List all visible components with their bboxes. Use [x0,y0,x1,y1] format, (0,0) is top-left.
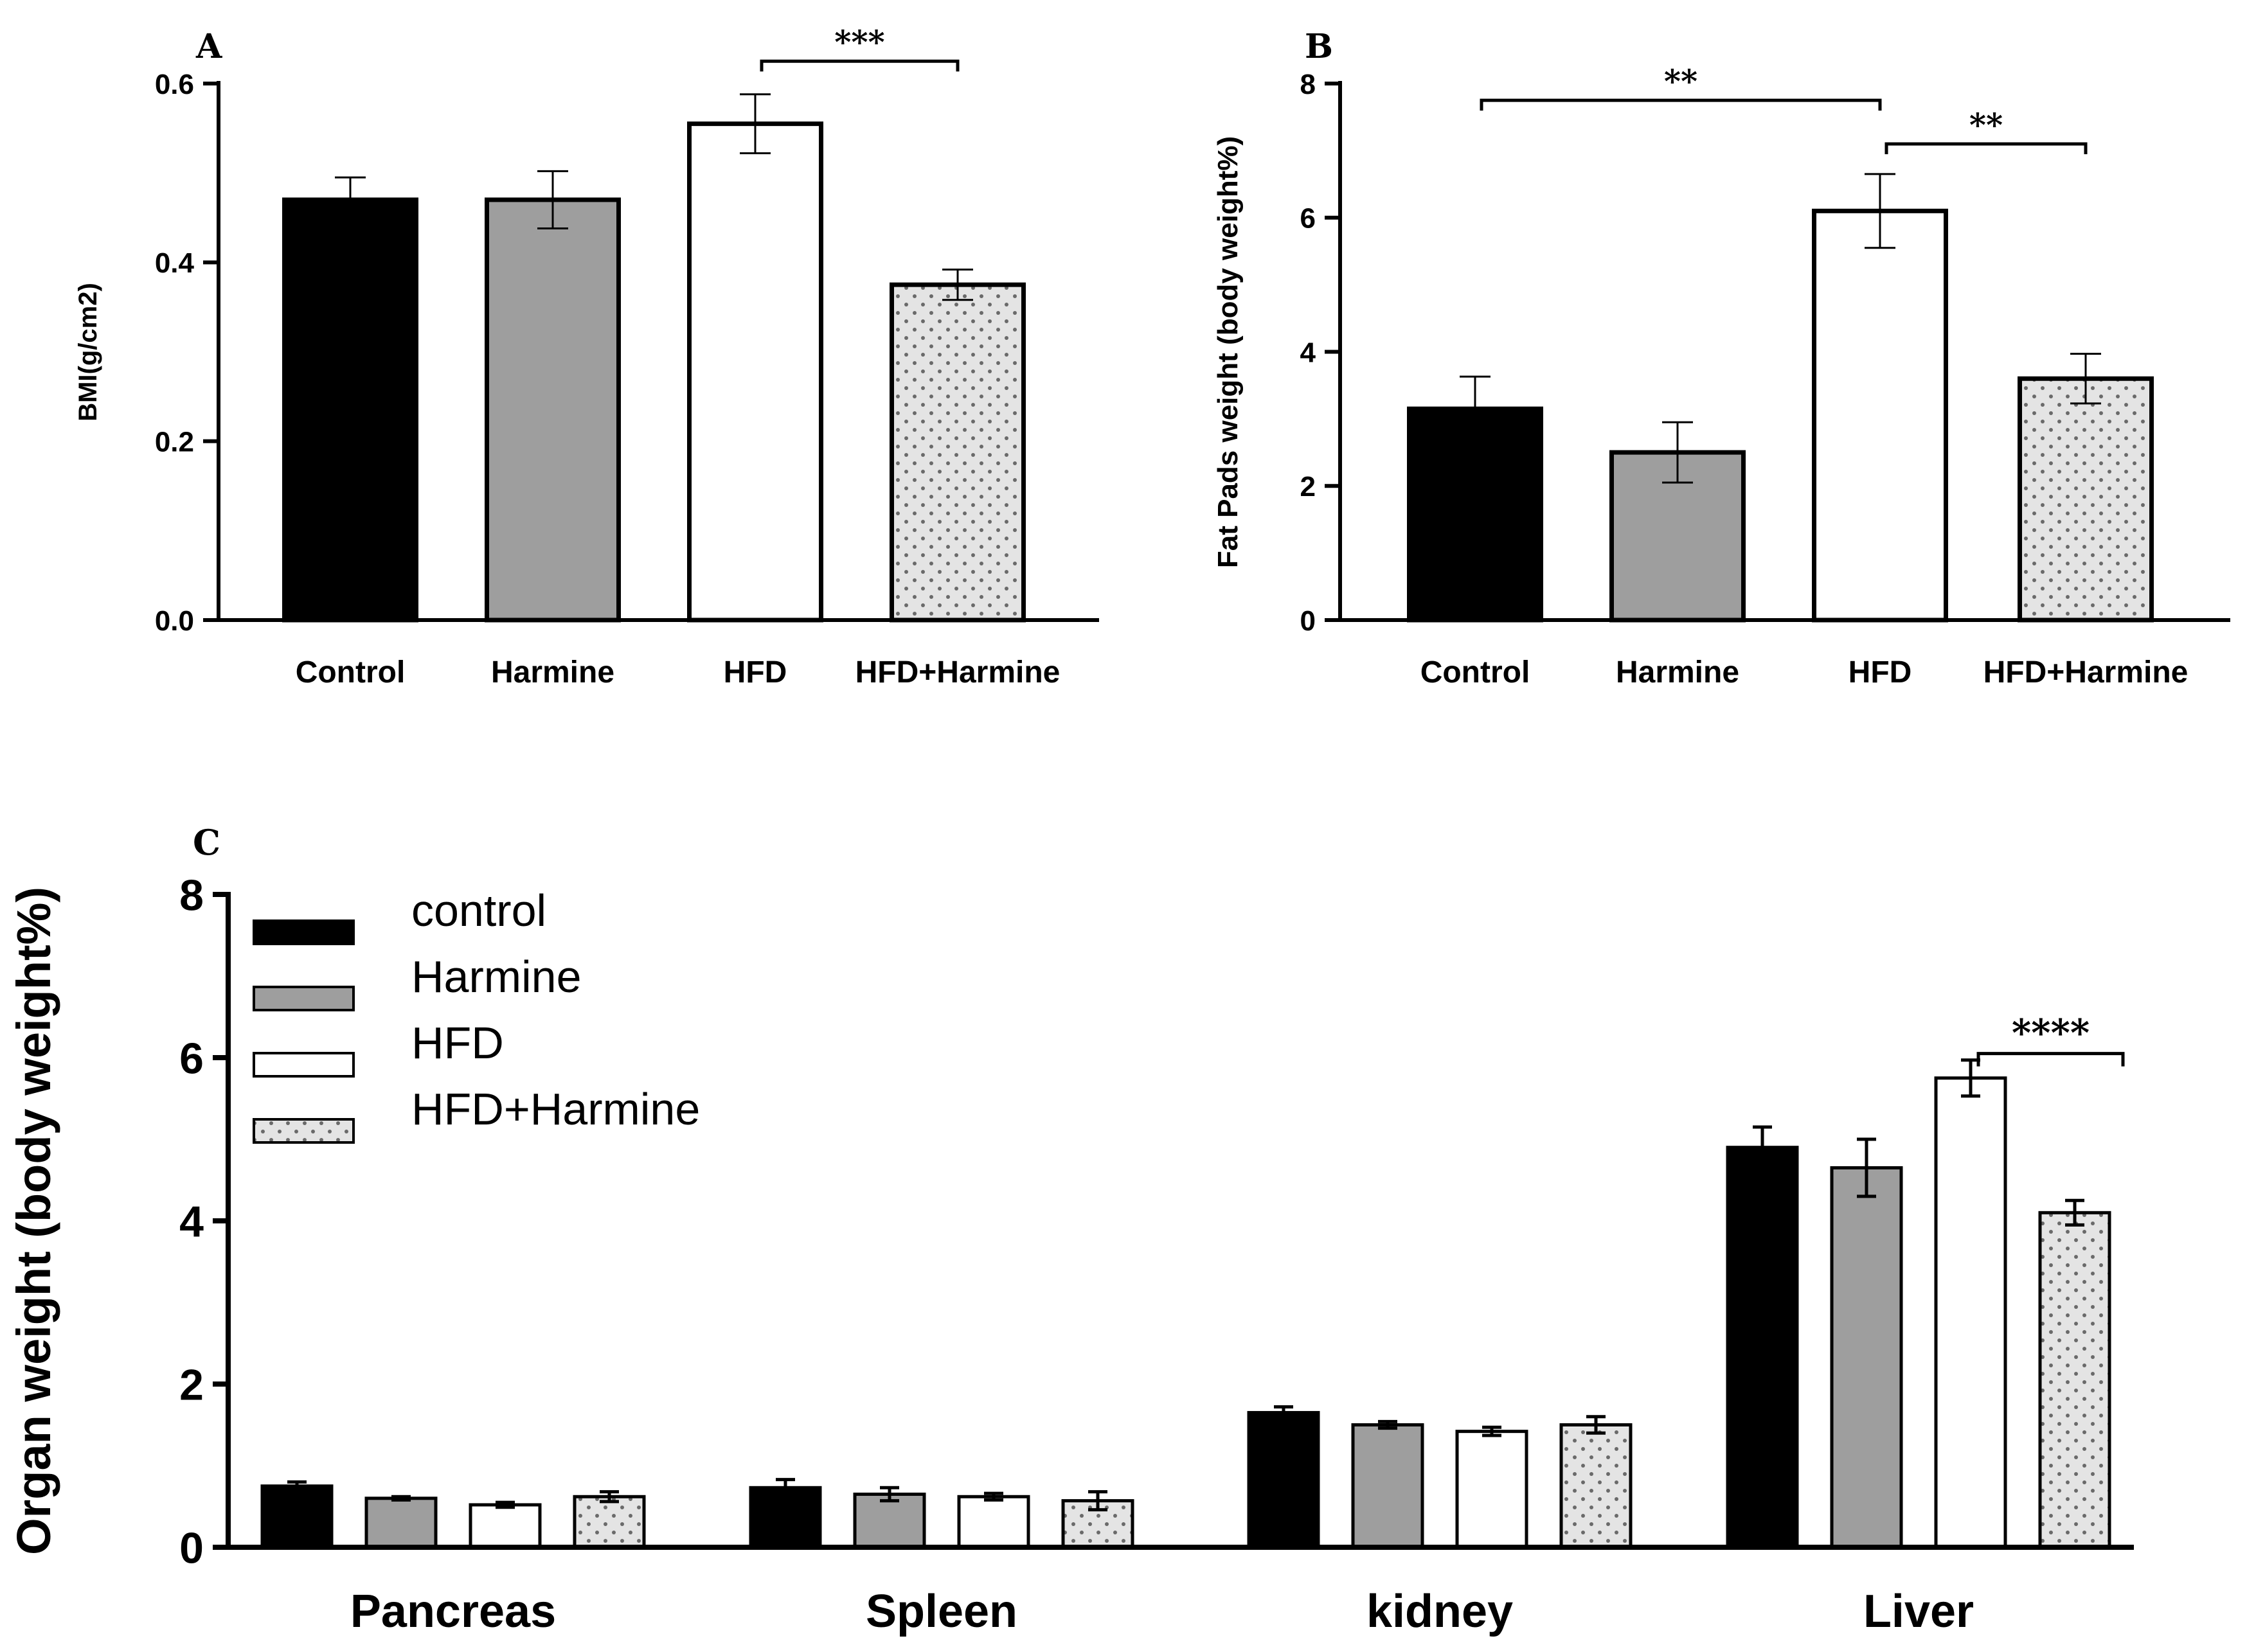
bar-control-spleen [749,1486,822,1549]
bar-control-liver [1726,1146,1799,1549]
x-category-label: Pancreas [350,1586,556,1637]
legend-label-control: control [411,885,546,936]
panel-a-chart: Control Harmine HFD HFD+Harmine 0.0 0.2 0.4 0.6… [74,23,1099,689]
bar-harmine-kidney [1351,1423,1424,1549]
legend-label-hfd: HFD [411,1018,504,1068]
y-tick-label: 8 [179,871,204,919]
significance-bracket [1884,142,2088,154]
x-category-label: HFD [1849,655,1912,689]
bar-harmine-pancreas [364,1497,438,1549]
significance-label: *** [834,23,884,61]
y-tick-label: 0.2 [155,427,194,458]
y-tick-label: 0 [179,1523,204,1572]
bar-hfd-pancreas [469,1503,542,1549]
legend-swatch-hfd-harmine [253,1118,355,1144]
panel-c-chart: Pancreas Spleen kidney Liver 0 2 4 6 8 Organ weig… [7,822,2134,1637]
significance-bracket [1480,98,1882,111]
bar-hfd-liver [1934,1076,2007,1549]
bar-hfd-harmine-kidney [1559,1423,1633,1549]
legend-label-harmine: Harmine [411,952,582,1002]
y-tick-label: 0.4 [155,247,195,279]
panel-letter: A [195,27,222,66]
y-tick-label: 4 [179,1197,204,1246]
y-tick-label: 4 [1300,337,1316,368]
bar-hfd-spleen [957,1495,1030,1549]
y-tick-label: 0 [1300,605,1316,637]
legend-label-hfd-harmine: HFD+Harmine [411,1084,700,1134]
y-axis-title: Fat Pads weight (body weight%) [1212,136,1244,568]
significance-bracket [1976,1052,2125,1067]
y-tick-label: 6 [1300,203,1316,235]
significance-label: ** [1664,62,1697,100]
x-category-label: HFD+Harmine [855,655,1061,689]
y-axis-title: BMI(g/cm2) [74,283,102,422]
x-category-label: HFD+Harmine [1983,655,2189,689]
bar-harmine-liver [1830,1166,1903,1549]
x-category-label: kidney [1366,1586,1513,1637]
significance-label: **** [2012,1011,2090,1055]
bar-hfd-kidney [1455,1430,1528,1549]
y-tick-label: 0.0 [155,605,194,637]
x-category-label: Spleen [866,1586,1017,1637]
x-category-label: HFD [724,655,787,689]
bar-hfd [687,121,823,623]
x-category-label: Control [1420,655,1530,689]
significance-label: ** [1969,106,2003,144]
legend-swatch-control [253,919,355,945]
y-axis-title: Organ weight (body weight%) [7,887,60,1555]
bar-hfd-harmine-pancreas [573,1495,646,1549]
x-category-label: Control [296,655,406,689]
x-category-label: Liver [1863,1586,1974,1637]
x-category-label: Harmine [1616,655,1739,689]
bar-hfd-harmine-liver [2038,1211,2111,1549]
significance-bracket [760,59,960,72]
bar-control [282,197,418,623]
panel-b-chart: Control Harmine HFD HFD+Harmine 0 2 4 6 8 Fat Pad… [1212,27,2230,689]
legend-swatch-harmine [253,986,355,1011]
bar-control-kidney [1247,1410,1320,1549]
bar-hfd-harmine [890,282,1026,623]
panel-letter: C [193,822,220,863]
panel-letter: B [1305,27,1333,66]
bar-hfd-harmine [2018,376,2154,623]
bar-control-pancreas [260,1484,334,1549]
bar-harmine [485,197,621,623]
y-tick-label: 0.6 [155,69,194,100]
y-tick-label: 8 [1300,69,1316,100]
legend-swatch-hfd [253,1052,355,1078]
bar-hfd [1812,208,1948,623]
y-tick-label: 2 [1300,471,1316,502]
x-category-label: Harmine [491,655,614,689]
y-tick-label: 6 [179,1034,204,1083]
y-tick-label: 2 [179,1360,204,1409]
